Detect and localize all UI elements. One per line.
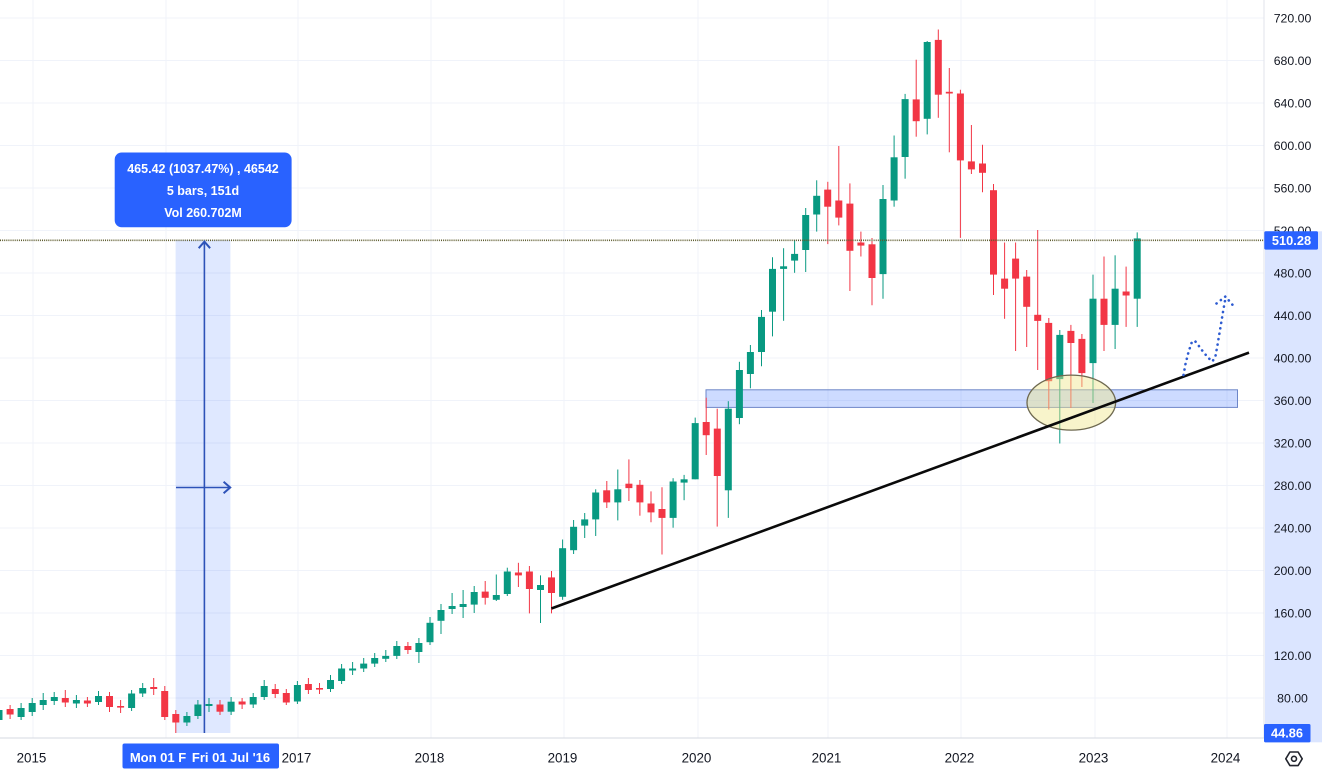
svg-text:Mon 01 F: Mon 01 F xyxy=(130,750,186,765)
svg-text:120.00: 120.00 xyxy=(1274,649,1312,663)
svg-text:2015: 2015 xyxy=(17,750,47,765)
svg-text:Fri 01 Jul '16: Fri 01 Jul '16 xyxy=(192,750,270,765)
svg-text:2024: 2024 xyxy=(1211,750,1241,765)
svg-text:200.00: 200.00 xyxy=(1274,564,1312,578)
svg-text:360.00: 360.00 xyxy=(1274,394,1312,408)
svg-text:160.00: 160.00 xyxy=(1274,606,1312,620)
svg-text:2021: 2021 xyxy=(812,750,842,765)
svg-text:240.00: 240.00 xyxy=(1274,521,1312,535)
svg-text:480.00: 480.00 xyxy=(1274,266,1312,280)
svg-text:5 bars, 151d: 5 bars, 151d xyxy=(167,184,239,198)
svg-text:465.42 (1037.47%) , 46542: 465.42 (1037.47%) , 46542 xyxy=(127,162,279,176)
svg-text:400.00: 400.00 xyxy=(1274,351,1312,365)
svg-text:680.00: 680.00 xyxy=(1274,54,1312,68)
svg-text:510.28: 510.28 xyxy=(1272,233,1311,248)
svg-text:280.00: 280.00 xyxy=(1274,479,1312,493)
svg-text:560.00: 560.00 xyxy=(1274,181,1312,195)
svg-text:80.00: 80.00 xyxy=(1277,691,1308,705)
svg-text:2023: 2023 xyxy=(1079,750,1109,765)
svg-text:440.00: 440.00 xyxy=(1274,309,1312,323)
svg-text:720.00: 720.00 xyxy=(1274,11,1312,25)
svg-text:Vol 260.702M: Vol 260.702M xyxy=(164,206,242,220)
svg-text:320.00: 320.00 xyxy=(1274,436,1312,450)
svg-text:2017: 2017 xyxy=(282,750,312,765)
svg-text:2022: 2022 xyxy=(945,750,975,765)
svg-text:600.00: 600.00 xyxy=(1274,139,1312,153)
svg-text:2019: 2019 xyxy=(548,750,578,765)
svg-text:2018: 2018 xyxy=(415,750,445,765)
svg-text:2020: 2020 xyxy=(682,750,712,765)
svg-text:640.00: 640.00 xyxy=(1274,96,1312,110)
svg-text:44.86: 44.86 xyxy=(1271,726,1303,741)
